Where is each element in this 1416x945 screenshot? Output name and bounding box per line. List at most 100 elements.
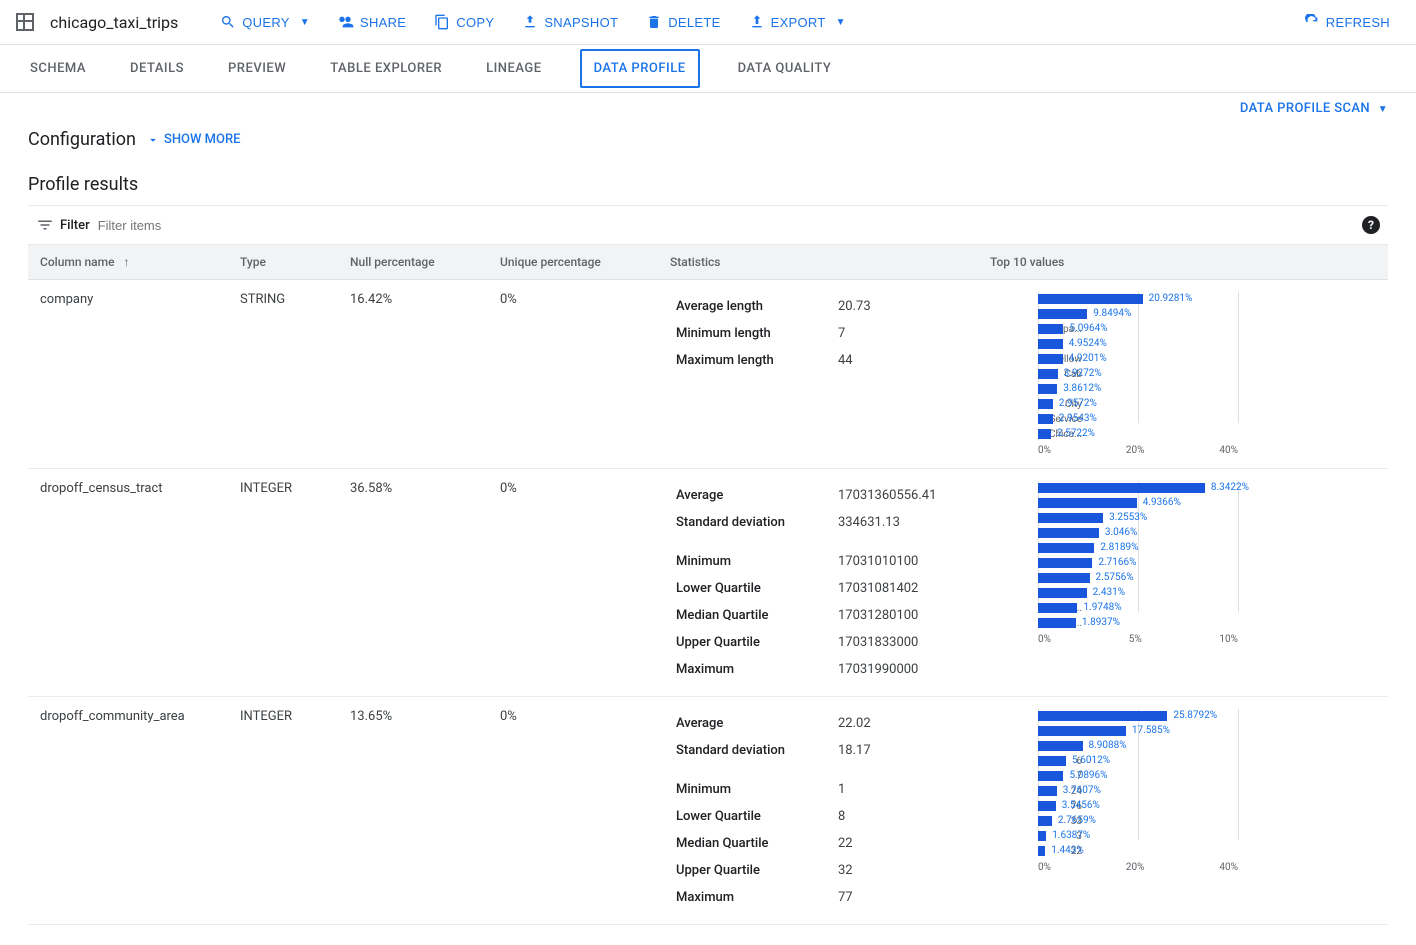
stat-label: Average: [672, 483, 832, 508]
stat-label: Lower Quartile: [672, 804, 832, 829]
stat-value: 44: [834, 348, 988, 373]
dropdown-icon: ▼: [300, 17, 310, 28]
header-type[interactable]: Type: [240, 255, 350, 269]
bar-value-label: 4.9366%: [1143, 497, 1181, 508]
show-more-button[interactable]: Show More: [146, 132, 241, 147]
stat-value: 17031833000: [834, 630, 988, 655]
query-button[interactable]: Query ▼: [210, 8, 320, 36]
cell-null-pct: 13.65%: [350, 709, 500, 724]
bar-value-label: 3.5456%: [1062, 800, 1100, 811]
bar-value-label: 3.7607%: [1063, 785, 1101, 796]
stat-value: 8: [834, 804, 988, 829]
table-name: chicago_taxi_trips: [50, 13, 178, 32]
axis-tick-label: 20%: [1126, 445, 1145, 456]
cell-top10-chart: Taxi20.9281%Affilia...9.8494%Dispa...5.0…: [990, 292, 1376, 456]
chart-bar: 65.6012%: [1038, 754, 1270, 768]
cell-type: INTEGER: [240, 709, 350, 724]
results-header: Column name ↑ Type Null percentage Uniqu…: [28, 245, 1388, 280]
header-null-pct[interactable]: Null percentage: [350, 255, 500, 269]
export-button[interactable]: Export ▼: [739, 8, 856, 36]
chart-bar: 75.0896%: [1038, 769, 1270, 783]
tab-schema[interactable]: Schema: [24, 45, 92, 92]
share-label: Share: [360, 15, 406, 30]
chart-bar: 1703...2.8189%: [1038, 541, 1270, 555]
results-rows: companySTRING16.42%0%Average length20.73…: [28, 280, 1388, 925]
stat-value: 22: [834, 831, 988, 856]
copy-label: Copy: [456, 15, 494, 30]
data-profile-scan-link[interactable]: Data Profile Scan ▼: [1240, 101, 1388, 116]
search-icon: [220, 14, 236, 30]
tab-details[interactable]: Details: [124, 45, 190, 92]
stat-label: Maximum: [672, 885, 832, 910]
bar-value-label: 8.9088%: [1089, 740, 1127, 751]
stat-value: 22.02: [834, 711, 988, 736]
bar-value-label: 1.9748%: [1083, 602, 1121, 613]
cell-top10-chart: 1703...8.3422%1703...4.9366%1703...3.255…: [990, 481, 1376, 645]
delete-button[interactable]: Delete: [636, 8, 730, 36]
header-unique-pct[interactable]: Unique percentage: [500, 255, 670, 269]
axis-tick-label: 0%: [1038, 445, 1051, 456]
filter-input[interactable]: [98, 218, 1362, 233]
tab-lineage[interactable]: Lineage: [480, 45, 548, 92]
tab-table-explorer[interactable]: Table Explorer: [324, 45, 448, 92]
cell-column-name: dropoff_census_tract: [40, 481, 240, 496]
tab-data-quality[interactable]: Data Quality: [732, 45, 838, 92]
toolbar: chicago_taxi_trips Query ▼ Share Copy Sn…: [0, 0, 1416, 45]
chart-bar: Dispa...5.0964%: [1038, 322, 1270, 336]
axis-tick-label: 10%: [1219, 634, 1238, 645]
snapshot-button[interactable]: Snapshot: [512, 8, 628, 36]
chart-bar: 31.6387%: [1038, 829, 1270, 843]
stat-value: 1: [834, 777, 988, 802]
bar-value-label: 2.5756%: [1096, 572, 1134, 583]
filter-label: Filter: [60, 218, 90, 233]
export-icon: [749, 14, 765, 30]
dropdown-icon: ▼: [1378, 104, 1388, 115]
chart-bar: 3.8612%: [1038, 382, 1270, 396]
bar-value-label: 2.7659%: [1058, 815, 1096, 826]
chart-bar: 1703...1.8937%: [1038, 616, 1270, 630]
stat-value: 32: [834, 858, 988, 883]
cell-unique-pct: 0%: [500, 292, 670, 307]
cell-unique-pct: 0%: [500, 481, 670, 496]
chart-bar: 1703...2.7166%: [1038, 556, 1270, 570]
bar-value-label: 25.8792%: [1173, 710, 1217, 721]
snapshot-label: Snapshot: [544, 15, 618, 30]
bar-value-label: 4.9201%: [1069, 353, 1107, 364]
cell-top10-chart: 825.8792%3217.585%288.9088%65.6012%75.08…: [990, 709, 1376, 873]
bar-value-label: 3.8612%: [1063, 383, 1101, 394]
stat-label: Median Quartile: [672, 603, 832, 628]
stat-label: Median Quartile: [672, 831, 832, 856]
chart-bar: 763.5456%: [1038, 799, 1270, 813]
config-title-text: Configuration: [28, 129, 136, 150]
tab-data-profile[interactable]: Data Profile: [580, 49, 700, 88]
share-button[interactable]: Share: [328, 8, 416, 36]
dropdown-icon: ▼: [836, 17, 846, 28]
bar-value-label: 2.8189%: [1100, 542, 1138, 553]
refresh-button[interactable]: Refresh: [1294, 8, 1400, 36]
chart-bar: 1703...3.2553%: [1038, 511, 1270, 525]
cell-column-name: company: [40, 292, 240, 307]
bar-value-label: 2.431%: [1093, 587, 1125, 598]
tab-preview[interactable]: Preview: [222, 45, 292, 92]
stat-value: 334631.13: [834, 510, 988, 535]
chart-bar: Taxi20.9281%: [1038, 292, 1270, 306]
copy-button[interactable]: Copy: [424, 8, 504, 36]
tabs: Schema Details Preview Table Explorer Lineag…: [0, 45, 1416, 93]
export-label: Export: [771, 15, 826, 30]
bar-value-label: 3.2553%: [1109, 512, 1147, 523]
cell-statistics: Average17031360556.41Standard deviation3…: [670, 481, 990, 684]
query-label: Query: [242, 15, 290, 30]
help-icon[interactable]: ?: [1362, 216, 1380, 234]
chart-bar: 288.9088%: [1038, 739, 1270, 753]
stat-label: Maximum: [672, 657, 832, 682]
header-column-name[interactable]: Column name ↑: [40, 255, 240, 269]
cell-null-pct: 36.58%: [350, 481, 500, 496]
table-icon: [16, 13, 34, 31]
stat-label: Standard deviation: [672, 510, 832, 535]
chart-bar: Yellow4.9201%: [1038, 352, 1270, 366]
bar-value-label: 2.7166%: [1098, 557, 1136, 568]
table-row: dropoff_census_tractINTEGER36.58%0%Avera…: [28, 469, 1388, 697]
bar-value-label: 1.443%: [1051, 845, 1083, 856]
header-top10: Top 10 values: [990, 255, 1376, 269]
refresh-label: Refresh: [1326, 15, 1390, 30]
